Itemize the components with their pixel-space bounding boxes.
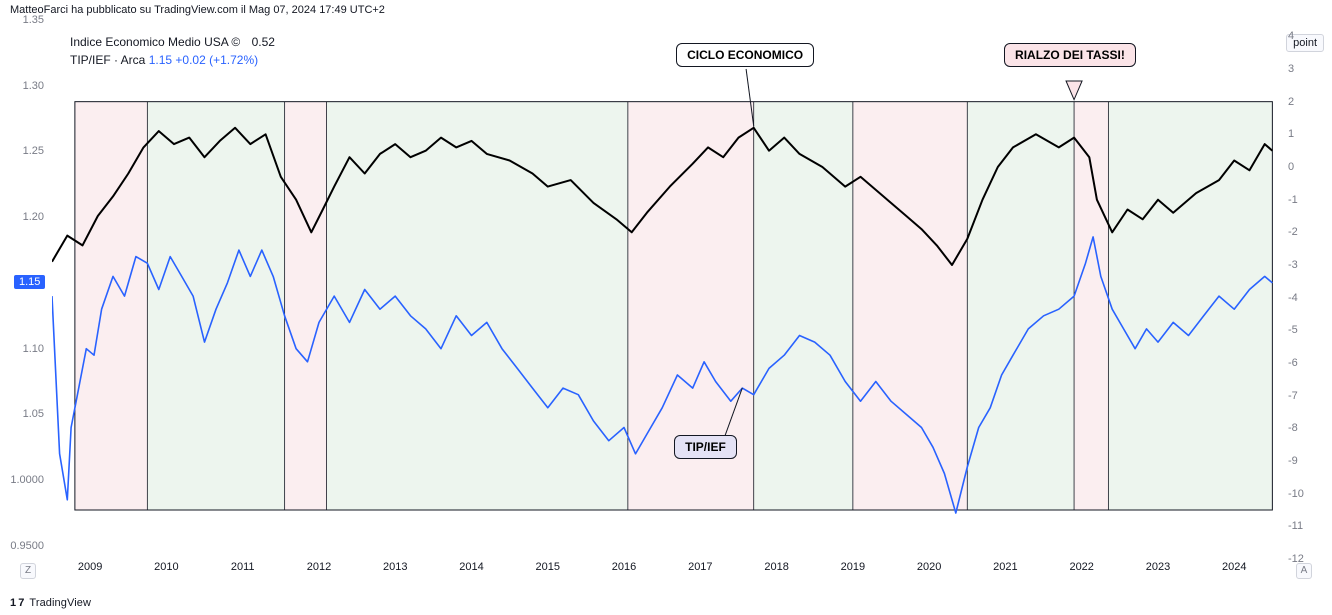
auto-scale-button[interactable]: A: [1296, 563, 1312, 579]
callout-ciclo-economico[interactable]: CICLO ECONOMICO: [676, 43, 814, 67]
x-axis: 2009201020112012201320142015201620172018…: [52, 561, 1280, 577]
publish-header: MatteoFarci ha pubblicato su TradingView…: [10, 4, 385, 16]
chart-area[interactable]: [52, 20, 1280, 559]
tradingview-logo: 17 TradingView: [10, 597, 91, 609]
callout-tipief[interactable]: TIP/IEF: [674, 435, 737, 459]
chart-svg: [52, 20, 1280, 559]
y-axis-right: 43210-1-2-3-4-5-6-7-8-9-10-11-12: [1282, 20, 1332, 559]
zoom-reset-button[interactable]: Z: [20, 563, 36, 579]
price-tag-left: 1.15: [14, 275, 45, 289]
callout-rialzo[interactable]: RIALZO DEI TASSI!: [1004, 43, 1136, 67]
y-axis-left: 1.351.301.251.201.151.101.051.00000.9500: [0, 20, 50, 559]
